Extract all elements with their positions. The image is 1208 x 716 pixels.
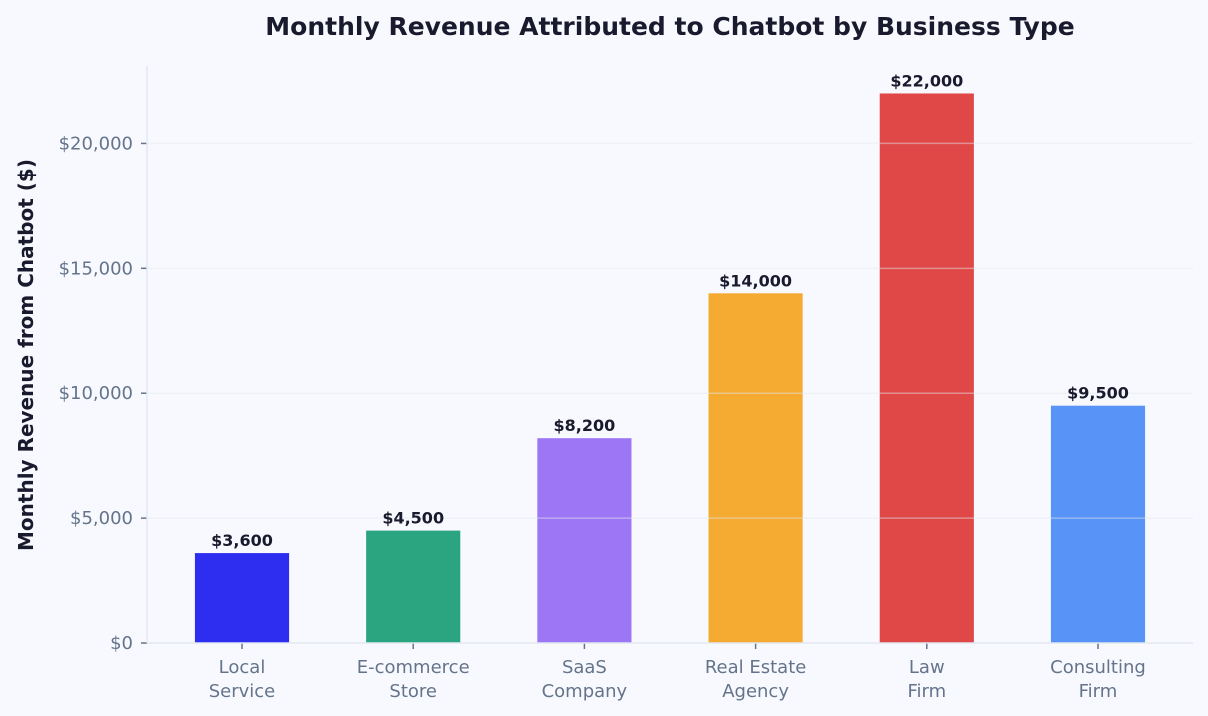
y-tick-label-2: $10,000 — [59, 383, 133, 404]
data-label-5: $9,500 — [1067, 384, 1129, 403]
y-tick-label-1: $5,000 — [70, 508, 133, 529]
data-label-1: $4,500 — [382, 509, 444, 528]
y-tick-label-3: $15,000 — [59, 258, 133, 279]
x-tick-label-2: SaaS Company — [542, 657, 628, 702]
data-label-0: $3,600 — [211, 531, 273, 550]
x-tick-label-5: Consulting Firm — [1050, 657, 1146, 702]
x-tick-label-3: Real Estate Agency — [705, 657, 807, 702]
y-axis-label: Monthly Revenue from Chatbot ($) — [14, 159, 38, 551]
x-tick-label-0: Local Service — [209, 657, 276, 702]
x-tick-label-4: Law Firm — [907, 657, 946, 702]
bar-2 — [537, 438, 632, 643]
bar-1 — [366, 530, 461, 643]
chart-title: Monthly Revenue Attributed to Chatbot by… — [265, 12, 1074, 41]
bar-3 — [708, 293, 803, 643]
data-label-2: $8,200 — [554, 416, 616, 435]
bar-5 — [1050, 405, 1146, 643]
data-label-4: $22,000 — [890, 71, 963, 90]
y-tick-label-4: $20,000 — [59, 133, 133, 154]
x-tick-label-1: E-commerce Store — [357, 657, 470, 702]
bar-4 — [879, 93, 974, 643]
y-tick-label-0: $0 — [110, 633, 133, 654]
data-label-3: $14,000 — [719, 271, 792, 290]
bar-0 — [194, 553, 290, 643]
